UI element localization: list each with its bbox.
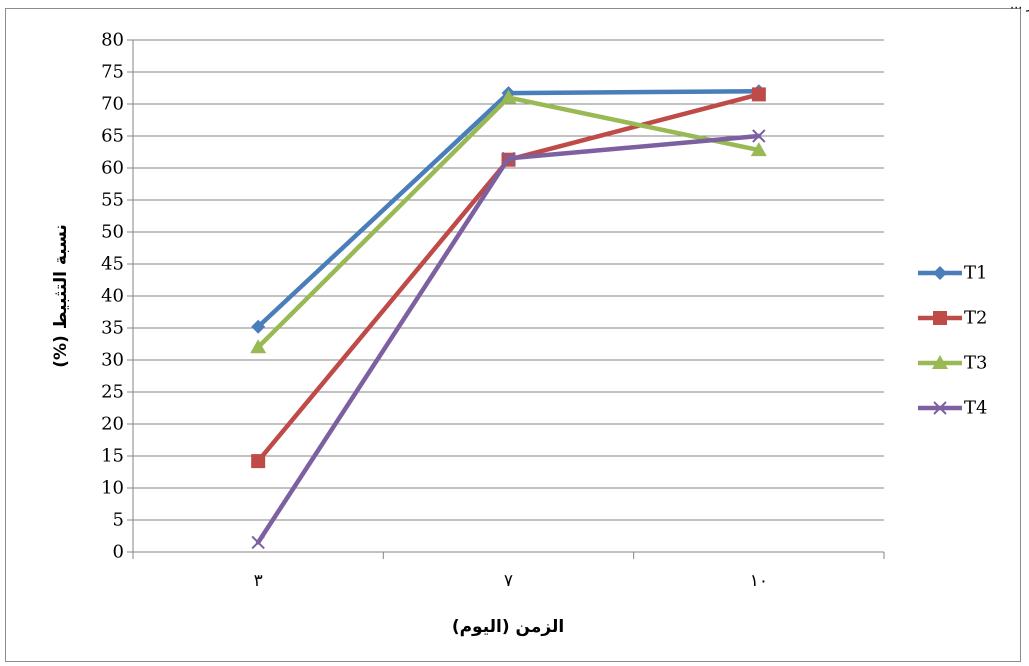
top-caption-fragment: نسبة التثبيط في الأيام المختلفة للمعاملا… <box>1010 0 1029 13</box>
y-tick-label: 15 <box>101 446 124 467</box>
y-tick-label: 5 <box>113 510 124 531</box>
data-point-T2 <box>251 454 266 469</box>
series-line-T1 <box>255 88 762 329</box>
data-point-T3 <box>250 339 267 354</box>
legend-marker <box>932 355 948 369</box>
legend-marker <box>933 401 947 415</box>
y-tick-label: 0 <box>113 542 124 563</box>
y-tick-label: 75 <box>101 62 124 83</box>
y-tick-label: 45 <box>101 254 124 275</box>
data-point-T4 <box>501 151 516 166</box>
legend: T1 T2 T3 T4 <box>918 263 987 419</box>
legend-item-T1: T1 <box>918 263 987 284</box>
legend-label: T1 <box>964 263 987 284</box>
legend-item-T3: T3 <box>918 353 987 374</box>
x-tick-label: ٧ <box>504 571 513 591</box>
legend-item-T4: T4 <box>918 398 987 419</box>
y-tick-label: 35 <box>101 318 124 339</box>
series-line-T2 <box>255 92 762 464</box>
y-tick-label: 40 <box>101 286 124 307</box>
series-line-T3 <box>255 95 762 350</box>
x-tick-label: ٣ <box>254 571 263 591</box>
data-point-T4 <box>251 535 265 550</box>
y-tick-label: 30 <box>101 350 124 371</box>
series-lines <box>250 84 767 550</box>
y-tick-label: 70 <box>101 94 124 115</box>
legend-marker <box>933 266 947 280</box>
legend-item-T2: T2 <box>918 308 987 329</box>
x-tick-labels: ٣ ٧ ١٠ <box>254 571 768 591</box>
y-tick-label: 60 <box>101 158 124 179</box>
y-tick-labels: 0 5 10 15 20 25 30 35 40 45 50 55 60 65 70 75 80 <box>101 30 124 563</box>
series-T3 <box>250 89 767 354</box>
y-tick-label: 65 <box>101 126 124 147</box>
gridlines <box>133 39 884 521</box>
x-tick-label: ١٠ <box>750 571 768 591</box>
data-point-T3 <box>500 89 517 104</box>
x-axis-title: الزمن (اليوم) <box>452 617 564 637</box>
axes <box>127 39 885 559</box>
data-point-T4 <box>752 129 766 143</box>
legend-label: T2 <box>964 308 987 329</box>
y-tick-label: 80 <box>101 30 124 51</box>
y-tick-label: 50 <box>101 222 124 243</box>
chart-frame <box>5 8 1021 662</box>
data-point-T1 <box>251 319 266 334</box>
legend-marker <box>933 311 947 325</box>
legend-label: T4 <box>964 398 987 419</box>
legend-label: T3 <box>964 353 987 374</box>
series-line-T4 <box>255 133 762 545</box>
y-tick-label: 55 <box>101 190 124 211</box>
y-axis-title: نسبة التثبيط (%) <box>51 224 71 368</box>
y-tick-label: 10 <box>101 478 124 499</box>
y-tick-label: 25 <box>101 382 124 403</box>
y-tick-label: 20 <box>101 414 124 435</box>
data-point-T3 <box>750 142 767 157</box>
data-point-T2 <box>751 87 766 102</box>
series-T4 <box>251 129 766 550</box>
